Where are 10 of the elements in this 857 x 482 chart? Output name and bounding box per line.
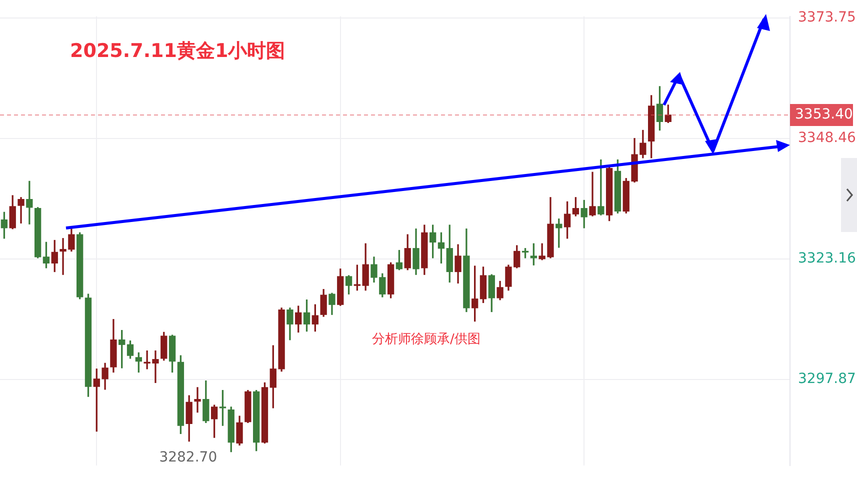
y-tick-label: 3373.75	[798, 10, 856, 26]
candlestick	[194, 387, 201, 413]
y-tick-label: 3348.46	[798, 130, 856, 146]
y-tick-label: 3323.16	[798, 250, 856, 267]
annotation: 3282.70	[159, 449, 218, 466]
text: 2025.7.11黄金1小时图	[70, 39, 286, 64]
y-tick-label: 3297.87	[798, 371, 856, 388]
annotation: 分析师徐顾承/供图	[372, 331, 480, 348]
candlestick	[589, 172, 596, 216]
ref-line-label: 3353.40	[795, 106, 853, 123]
